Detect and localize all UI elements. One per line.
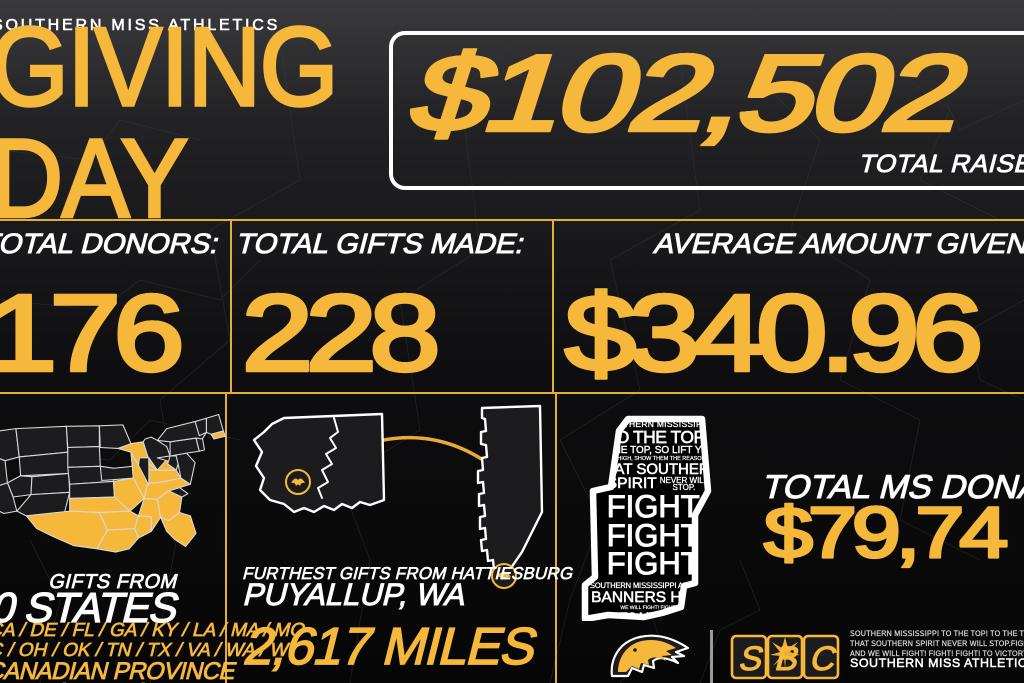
svg-text:S: S [738, 640, 764, 678]
